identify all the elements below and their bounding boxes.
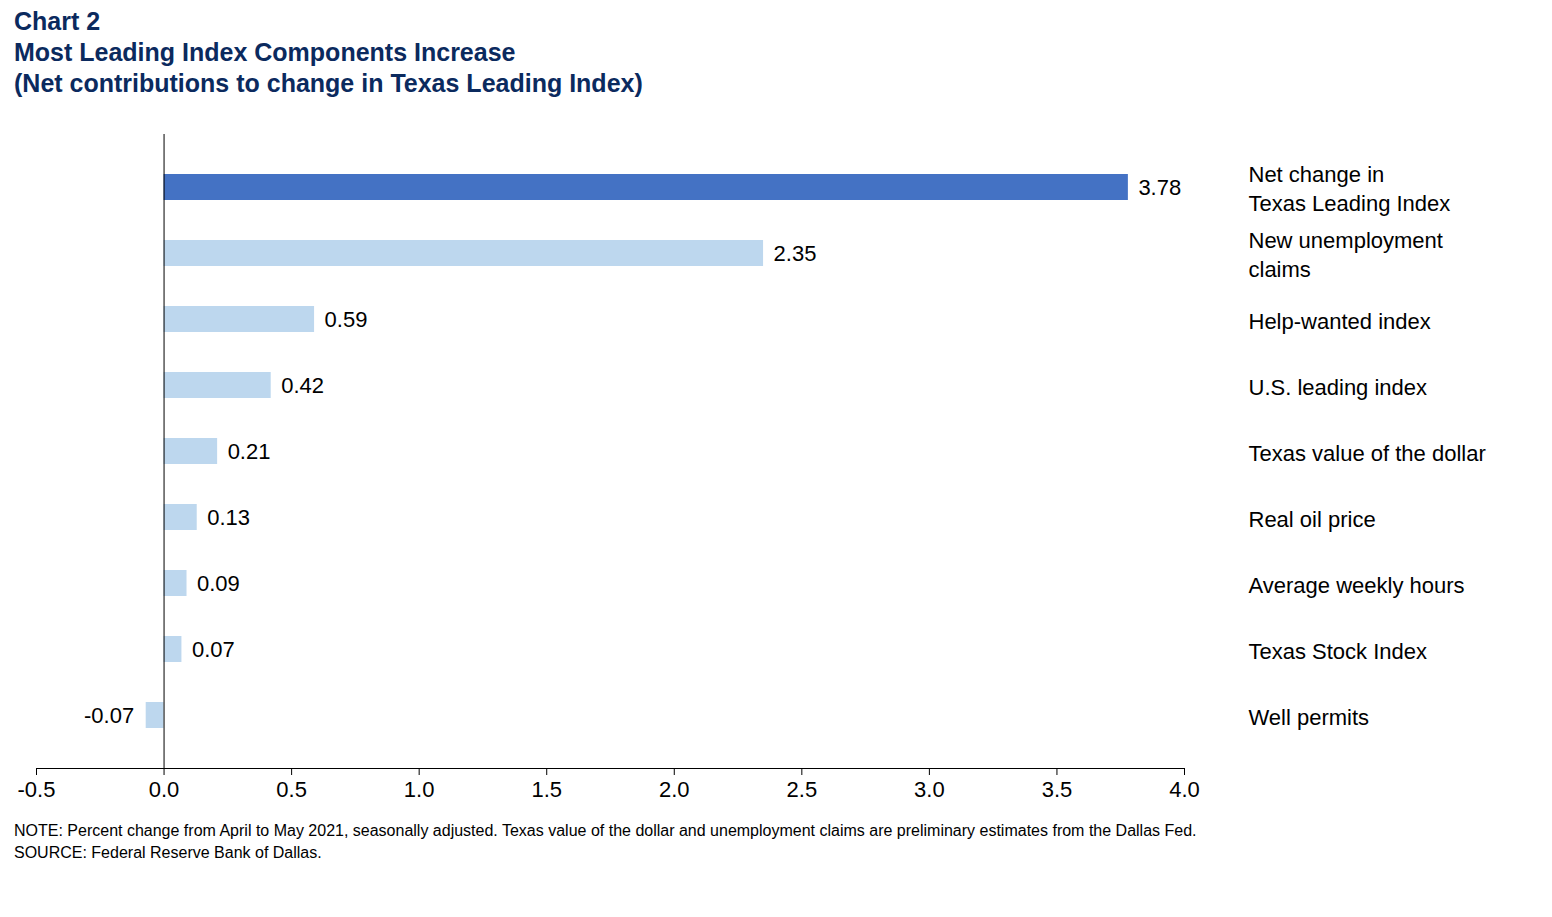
html-text:(Net contributions to change i: (Net contributions to change in Texas Le… [14,69,643,97]
svg-text:Texas Stock Index: Texas Stock Index [1249,639,1428,664]
svg-text:3.0: 3.0 [914,777,945,802]
svg-text:1.0: 1.0 [404,777,435,802]
html-text:Chart 2: Chart 2 [14,7,101,35]
svg-text:Texas value of the dollar: Texas value of the dollar [1249,441,1486,466]
svg-text:0.09: 0.09 [197,571,240,596]
svg-text:1.5: 1.5 [531,777,562,802]
svg-text:2.35: 2.35 [774,241,817,266]
svg-text:Net change inTexas Leading Ind: Net change inTexas Leading Index [1249,162,1451,216]
svg-text:0.21: 0.21 [228,439,271,464]
svg-text:Well permits: Well permits [1249,705,1370,730]
svg-text:2.5: 2.5 [787,777,818,802]
svg-text:0.5: 0.5 [276,777,307,802]
svg-text:0.42: 0.42 [281,373,324,398]
html-text:NOTE: Percent change from Apri: NOTE: Percent change from April to May 2… [14,822,1197,839]
svg-text:Help-wanted index: Help-wanted index [1249,309,1431,334]
html-text:SOURCE: Federal Reserve Bank o: SOURCE: Federal Reserve Bank of Dallas. [14,844,322,861]
svg-text:U.S. leading index: U.S. leading index [1249,375,1428,400]
svg-text:4.0: 4.0 [1169,777,1200,802]
svg-text:-0.07: -0.07 [84,703,134,728]
svg-text:2.0: 2.0 [659,777,690,802]
svg-text:New unemploymentclaims: New unemploymentclaims [1249,228,1443,282]
svg-text:0.13: 0.13 [207,505,250,530]
svg-text:-0.5: -0.5 [18,777,56,802]
svg-text:3.78: 3.78 [1138,175,1181,200]
svg-text:Real oil price: Real oil price [1249,507,1376,532]
svg-text:3.5: 3.5 [1042,777,1073,802]
svg-text:Average weekly hours: Average weekly hours [1249,573,1465,598]
svg-text:0.59: 0.59 [325,307,368,332]
svg-text:0.07: 0.07 [192,637,235,662]
html-text:Most Leading Index Components: Most Leading Index Components Increase [14,38,516,66]
svg-text:0.0: 0.0 [149,777,180,802]
